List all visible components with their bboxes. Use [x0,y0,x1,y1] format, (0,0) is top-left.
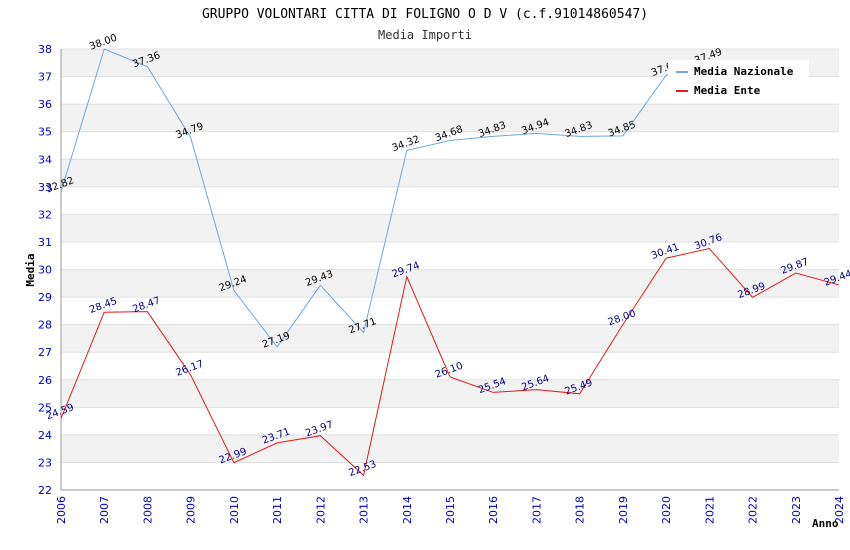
legend-entry-nazionale: Media Nazionale [694,65,794,78]
grid-band [61,186,839,215]
x-tick-label: 2012 [314,496,327,524]
axes: 22 23 24 25 26 27 28 29 30 31 32 33 34 35 36 37 38 2006 20… [38,43,846,524]
x-tick-label: 2007 [98,496,111,524]
chart-subtitle: Media Importi [378,28,472,42]
y-tick-label: 24 [38,429,52,442]
x-tick-label: 2009 [185,496,198,524]
y-tick-label: 26 [38,374,52,387]
y-tick-label: 35 [38,126,52,139]
x-tick-label: 2023 [790,496,803,524]
x-tick-label: 2008 [141,496,154,524]
y-tick-label: 34 [38,153,52,166]
grid-band [61,407,839,435]
series-line-media-ente [60,247,840,477]
chart-title: GRUPPO VOLONTARI CITTA DI FOLIGNO O D V … [202,7,648,22]
x-tick-label: 2014 [401,496,414,524]
legend: Media Nazionale Media Ente [668,60,809,102]
y-tick-label: 32 [38,208,52,221]
y-tick-label: 38 [38,43,52,56]
y-tick-label: 30 [38,264,52,277]
grid-band [61,462,839,490]
grid-band [61,379,839,408]
x-tick-label: 2013 [358,496,371,524]
x-tick-label: 2016 [487,496,500,524]
grid [61,48,839,491]
x-tick-label: 2017 [530,496,543,524]
y-axis-label: Media [24,253,37,286]
x-tick-label: 2024 [833,496,846,524]
y-tick-label: 29 [38,291,52,304]
legend-entry-ente: Media Ente [694,84,761,97]
legend-background [668,60,809,102]
grid-band [61,324,839,353]
x-tick-label: 2020 [660,496,673,524]
y-tick-label: 37 [38,71,52,84]
x-tick-label: 2018 [574,496,587,524]
grid-band [61,241,839,270]
x-axis-label: Anno [812,517,839,530]
series-line-media-nazionale [60,48,710,348]
y-tick-label: 28 [38,319,52,332]
grid-band [61,214,839,242]
x-tick-label: 2011 [271,496,284,524]
y-tick-label: 25 [38,401,52,414]
y-tick-label: 33 [38,181,52,194]
x-tick-label: 2021 [703,496,716,524]
y-tick-label: 36 [38,98,52,111]
y-tick-label: 31 [38,236,52,249]
x-tick-label: 2010 [228,496,241,524]
grid-band [61,269,839,298]
x-tick-label: 2006 [55,496,68,524]
grid-band [61,434,839,463]
x-tick-label: 2019 [617,496,630,524]
y-tick-label: 22 [38,484,52,497]
x-tick-label: 2015 [444,496,457,524]
grid-band [61,131,839,160]
y-tick-label: 23 [38,456,52,469]
series [60,48,840,477]
grid-band [61,297,839,325]
x-tick-label: 2022 [747,496,760,524]
grid-band [61,159,839,187]
y-tick-label: 27 [38,346,52,359]
grid-band [61,104,839,132]
